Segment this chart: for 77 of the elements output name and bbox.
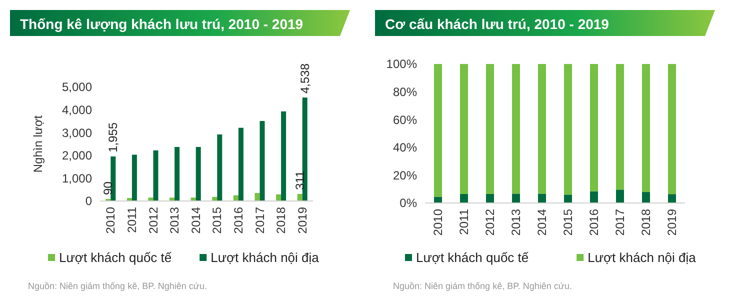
- data-label: 1,955: [106, 122, 120, 152]
- data-label: 90: [101, 181, 116, 195]
- x-tick-label: 2010: [431, 208, 445, 236]
- bar: [281, 111, 286, 201]
- y-tick-label: 20%: [392, 168, 418, 182]
- bar: [276, 194, 282, 201]
- y-tick-label: 40%: [392, 140, 418, 155]
- bar: [564, 64, 572, 195]
- bar: [564, 194, 572, 203]
- y-tick-label: 80%: [392, 85, 418, 99]
- chart-title: Thống kê lượng khách lưu trú, 2010 - 2019: [20, 16, 304, 32]
- x-tick-label: 2014: [188, 206, 203, 234]
- x-tick-label: 2015: [210, 206, 224, 234]
- x-tick-label: 2010: [104, 206, 118, 234]
- chart-title: Cơ cấu khách lưu trú, 2010 - 2019: [385, 16, 610, 32]
- bar: [174, 146, 180, 201]
- bar: [238, 128, 244, 201]
- x-tick-label: 2013: [168, 206, 182, 234]
- bar: [132, 154, 137, 201]
- text: Nguồn: Niên giám thống kê, BP. Nghiên cứu.: [393, 281, 572, 291]
- x-tick-label: 2015: [561, 208, 575, 236]
- x-tick-label: 2019: [665, 208, 679, 236]
- x-tick-label: 2019: [295, 206, 310, 234]
- bar: [512, 194, 520, 203]
- x-tick-label: 2013: [509, 208, 523, 236]
- legend-label: Lượt khách nội địa: [588, 250, 697, 265]
- legend-label: Lượt khách quốc tế: [59, 250, 172, 265]
- bar: [590, 191, 598, 203]
- bar: [538, 64, 546, 194]
- text: Nguồn: Niên giám thống kê, BP. Nghiên cứu.: [28, 281, 207, 291]
- legend-label: Lượt khách nội địa: [210, 250, 320, 265]
- bar: [434, 64, 442, 197]
- x-tick-label: 2011: [457, 208, 471, 235]
- bar: [260, 120, 265, 201]
- bar: [616, 190, 624, 203]
- bar: [668, 64, 676, 194]
- x-tick-label: 2018: [274, 206, 288, 234]
- x-tick-label: 2012: [483, 208, 497, 236]
- data-label: 4,538: [298, 63, 312, 94]
- y-tick-label: 3,000: [62, 126, 92, 140]
- x-tick-label: 2018: [639, 208, 653, 236]
- y-tick-label: 0%: [400, 196, 418, 210]
- bar: [668, 194, 676, 203]
- y-tick-label: 2,000: [62, 148, 92, 163]
- bar: [153, 150, 158, 201]
- y-tick-label: 1,000: [62, 171, 92, 186]
- x-tick-label: 2017: [613, 208, 627, 236]
- bar: [196, 146, 201, 201]
- bar: [297, 194, 302, 201]
- x-tick-label: 2016: [231, 206, 246, 234]
- bar: [512, 64, 520, 194]
- bar: [460, 64, 468, 194]
- bar: [538, 194, 546, 203]
- y-axis-title: Nghìn lượt: [31, 114, 45, 173]
- x-tick-label: 2014: [535, 208, 549, 236]
- y-tick-label: 100%: [386, 57, 418, 72]
- x-tick-label: 2017: [252, 206, 267, 234]
- bar: [254, 193, 260, 201]
- y-tick-label: 5,000: [62, 80, 92, 94]
- legend-label: Lượt khách quốc tế: [416, 250, 530, 265]
- bar: [110, 156, 116, 201]
- bar: [616, 64, 624, 190]
- x-tick-label: 2012: [146, 206, 160, 234]
- y-tick-label: 60%: [392, 112, 418, 127]
- bar: [642, 192, 650, 203]
- bar: [434, 196, 442, 203]
- x-tick-label: 2011: [124, 206, 139, 233]
- bar: [486, 64, 494, 194]
- x-tick-label: 2016: [587, 208, 601, 236]
- bar: [460, 194, 468, 203]
- y-tick-label: 4,000: [62, 103, 92, 117]
- bar: [642, 64, 650, 192]
- y-tick-label: 0: [85, 194, 92, 208]
- bar: [217, 134, 222, 201]
- bar: [590, 64, 598, 192]
- data-label: 311: [292, 170, 307, 190]
- bar: [486, 194, 494, 203]
